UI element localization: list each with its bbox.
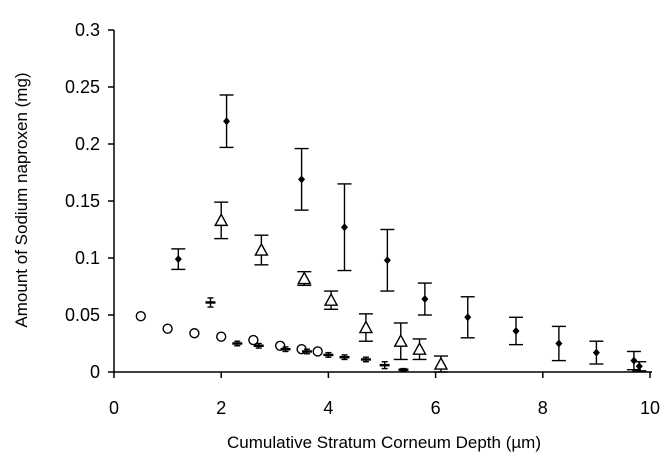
data-point — [297, 271, 312, 285]
series-filled-diamond — [171, 94, 647, 372]
x-axis-title: Cumulative Stratum Corneum Depth (µm) — [227, 433, 541, 452]
y-axis-title: Amount of Sodium naproxen (mg) — [12, 72, 31, 327]
x-tick-label: 10 — [640, 398, 660, 418]
data-point — [312, 346, 323, 357]
data-point — [215, 331, 227, 342]
data-point — [383, 256, 391, 265]
data-point — [323, 292, 339, 306]
data-point — [174, 255, 182, 264]
data-point — [393, 333, 408, 347]
data-point — [254, 242, 269, 256]
x-axis-ticks: 0 2 4 6 8 10 — [109, 372, 660, 418]
y-tick-label: 0.05 — [65, 305, 100, 325]
data-point — [340, 223, 348, 232]
data-point — [189, 328, 200, 339]
data-point — [421, 295, 429, 304]
y-axis-ticks: 0 0.05 0.1 0.15 0.2 0.25 0.3 — [65, 20, 114, 382]
x-tick-label: 2 — [216, 398, 226, 418]
y-tick-label: 0.3 — [75, 20, 100, 40]
data-point — [248, 334, 259, 346]
data-point — [298, 175, 306, 184]
x-tick-label: 0 — [109, 398, 119, 418]
series-open-triangle — [214, 201, 449, 373]
x-tick-label: 4 — [323, 398, 333, 418]
data-point — [630, 356, 638, 365]
y-tick-label: 0.15 — [65, 191, 100, 211]
data-point — [162, 323, 173, 334]
data-point — [555, 339, 563, 348]
data-point — [464, 313, 472, 322]
data-point — [135, 310, 147, 322]
series-open-circle — [135, 310, 323, 357]
data-point — [223, 117, 231, 126]
x-tick-label: 6 — [431, 398, 441, 418]
y-tick-label: 0 — [90, 362, 100, 382]
data-point — [358, 320, 374, 334]
data-point — [512, 326, 520, 335]
data-point — [592, 348, 600, 357]
series-dash — [205, 297, 409, 372]
y-tick-label: 0.1 — [75, 248, 100, 268]
data-point — [412, 341, 427, 355]
x-tick-label: 8 — [538, 398, 548, 418]
y-tick-label: 0.2 — [75, 134, 100, 154]
data-point — [214, 212, 229, 227]
data-point — [433, 356, 449, 370]
y-tick-label: 0.25 — [65, 77, 100, 97]
data-point — [635, 362, 643, 371]
plot-area — [135, 94, 647, 373]
